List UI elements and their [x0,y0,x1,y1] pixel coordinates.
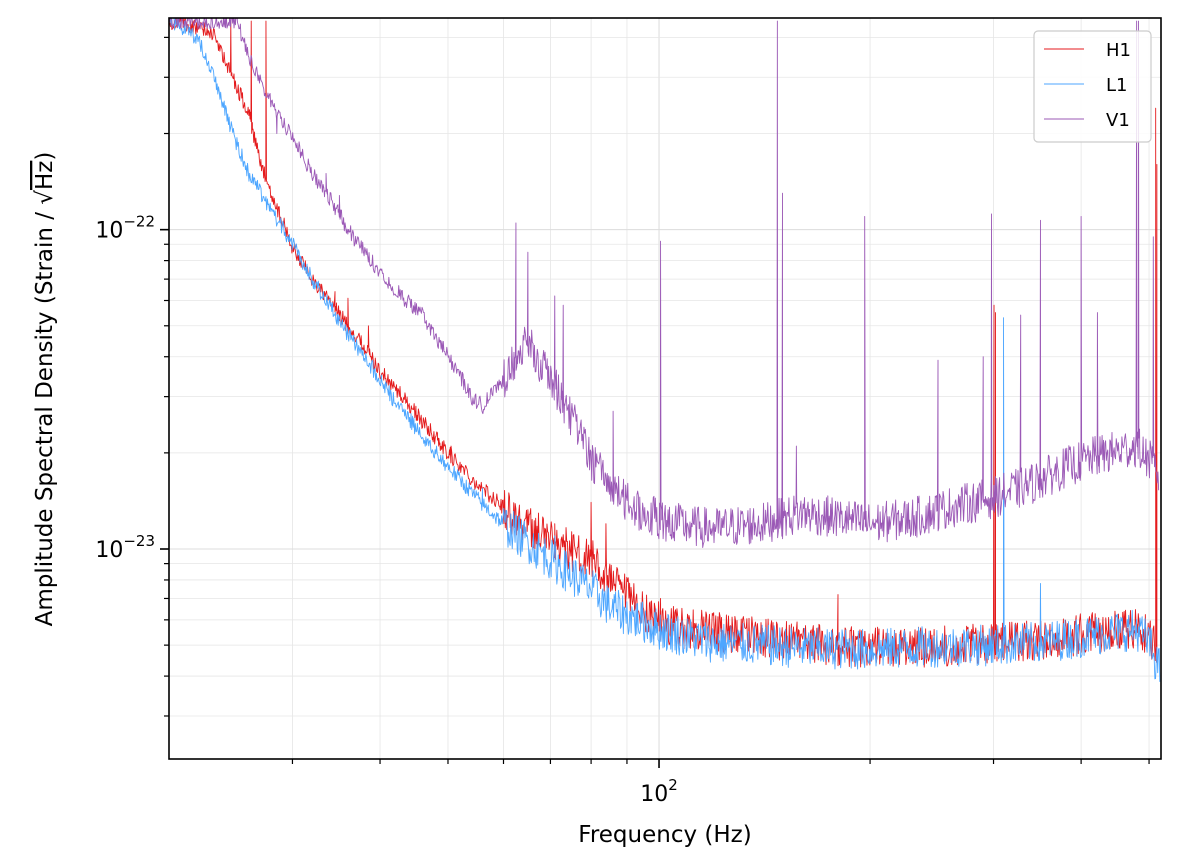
y-axis-title: Amplitude Spectral Density (Strain / √Hz… [32,152,58,627]
grid [169,18,1161,759]
series-layer [169,18,1161,682]
y-axis-title-unit: Hz [32,161,58,190]
legend-box [1033,30,1152,143]
y-axis-title-suffix: ) [32,152,58,161]
x-tick-label: 102 [640,776,678,807]
series-line-h1 [169,18,1159,668]
sqrt-sign: √ [32,190,58,205]
y-tick-label: 10−22 [95,213,155,244]
legend-label-h1: H1 [1106,40,1131,61]
y-tick-label: 10−23 [95,532,155,563]
legend-label-v1: V1 [1106,110,1130,131]
y-axis-title-prefix: Amplitude Spectral Density (Strain / [32,205,58,627]
svg-text:Amplitude Spectral Density (St: Amplitude Spectral Density (Strain / √Hz… [32,152,58,627]
legend-label-l1: L1 [1106,75,1127,96]
legend: H1 L1 V1 [1033,30,1152,143]
series-line-l1 [169,18,1161,682]
ticks: 102 10−23 10−22 [95,36,1150,807]
x-axis-title: Frequency (Hz) [578,822,751,848]
plot-frame [168,17,1162,760]
series-line-v1 [169,18,1160,548]
